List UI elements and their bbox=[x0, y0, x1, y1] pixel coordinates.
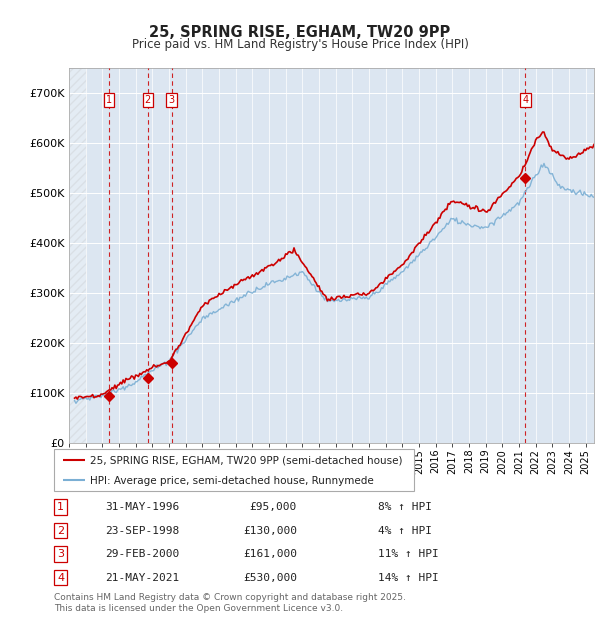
Text: 3: 3 bbox=[57, 549, 64, 559]
FancyBboxPatch shape bbox=[54, 449, 414, 491]
Text: HPI: Average price, semi-detached house, Runnymede: HPI: Average price, semi-detached house,… bbox=[90, 476, 374, 485]
Text: 31-MAY-1996: 31-MAY-1996 bbox=[105, 502, 179, 512]
Text: Contains HM Land Registry data © Crown copyright and database right 2025.
This d: Contains HM Land Registry data © Crown c… bbox=[54, 593, 406, 613]
Text: 25, SPRING RISE, EGHAM, TW20 9PP (semi-detached house): 25, SPRING RISE, EGHAM, TW20 9PP (semi-d… bbox=[90, 455, 403, 465]
Text: 23-SEP-1998: 23-SEP-1998 bbox=[105, 526, 179, 536]
Text: 11% ↑ HPI: 11% ↑ HPI bbox=[378, 549, 439, 559]
Text: 2: 2 bbox=[57, 526, 64, 536]
Text: 3: 3 bbox=[169, 95, 175, 105]
Text: 21-MAY-2021: 21-MAY-2021 bbox=[105, 573, 179, 583]
Text: 4: 4 bbox=[522, 95, 529, 105]
Text: 4% ↑ HPI: 4% ↑ HPI bbox=[378, 526, 432, 536]
Bar bbox=[69, 68, 86, 443]
Text: £161,000: £161,000 bbox=[243, 549, 297, 559]
Text: 4: 4 bbox=[57, 573, 64, 583]
Text: £130,000: £130,000 bbox=[243, 526, 297, 536]
Text: 8% ↑ HPI: 8% ↑ HPI bbox=[378, 502, 432, 512]
Text: £530,000: £530,000 bbox=[243, 573, 297, 583]
Text: 1: 1 bbox=[106, 95, 112, 105]
Text: 29-FEB-2000: 29-FEB-2000 bbox=[105, 549, 179, 559]
Text: 2: 2 bbox=[145, 95, 151, 105]
Text: 25, SPRING RISE, EGHAM, TW20 9PP: 25, SPRING RISE, EGHAM, TW20 9PP bbox=[149, 25, 451, 40]
Text: 1: 1 bbox=[57, 502, 64, 512]
Text: £95,000: £95,000 bbox=[250, 502, 297, 512]
Text: Price paid vs. HM Land Registry's House Price Index (HPI): Price paid vs. HM Land Registry's House … bbox=[131, 38, 469, 51]
Text: 14% ↑ HPI: 14% ↑ HPI bbox=[378, 573, 439, 583]
